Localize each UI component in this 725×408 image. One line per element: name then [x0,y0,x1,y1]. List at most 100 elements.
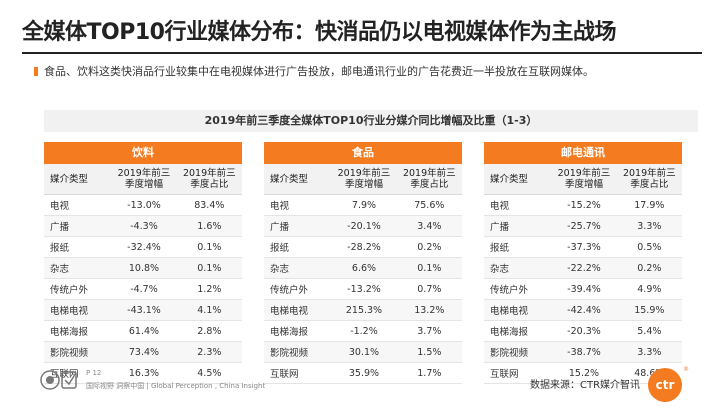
growth-cell: -32.4% [111,236,177,258]
panel-table: 媒介类型 2019年前三季度增幅 2019年前三季度占比 电视 -13.0% 83.… [44,164,242,384]
panel-table: 媒介类型 2019年前三季度增幅 2019年前三季度占比 电视 -15.2% 17.… [484,164,682,384]
share-cell: 1.2% [176,278,242,300]
growth-cell: 73.4% [111,341,177,363]
table-row: 影院视频 -38.7% 3.3% [484,341,682,363]
share-cell: 3.4% [396,215,462,237]
share-cell: 2.3% [176,341,242,363]
media-type-cell: 影院视频 [264,341,332,363]
growth-cell: -38.7% [551,341,617,363]
table-row: 电视 7.9% 75.6% [264,194,462,216]
table-row: 广播 -20.1% 3.4% [264,215,462,237]
table-row: 电梯电视 -43.1% 4.1% [44,299,242,321]
table-row: 杂志 6.6% 0.1% [264,257,462,279]
growth-cell: 15.2% [551,362,617,384]
growth-cell: -43.1% [111,299,177,321]
growth-cell: -20.1% [331,215,397,237]
footer-tagline: 国际视野 洞察中国 | Global Perception , China In… [86,382,266,390]
media-type-cell: 广播 [484,215,552,237]
growth-cell: 7.9% [331,194,397,216]
table-header-row: 媒介类型 2019年前三季度增幅 2019年前三季度占比 [44,164,242,195]
share-cell: 5.4% [616,320,682,342]
growth-cell: 10.8% [111,257,177,279]
share-cell: 0.1% [176,257,242,279]
growth-cell: -42.4% [551,299,617,321]
table-row: 广播 -4.3% 1.6% [44,215,242,237]
column-header: 媒介类型 [484,164,552,195]
growth-cell: 35.9% [331,362,397,384]
table-row: 传统户外 -39.4% 4.9% [484,278,682,300]
column-header: 媒介类型 [264,164,332,195]
table-header-row: 媒介类型 2019年前三季度增幅 2019年前三季度占比 [264,164,462,195]
table-row: 报纸 -32.4% 0.1% [44,236,242,258]
media-type-cell: 传统户外 [44,278,112,300]
table-row: 电梯海报 61.4% 2.8% [44,320,242,342]
bullet-marker [34,67,38,76]
share-cell: 0.7% [396,278,462,300]
table-row: 电梯电视 215.3% 13.2% [264,299,462,321]
share-cell: 4.5% [176,362,242,384]
media-type-cell: 报纸 [264,236,332,258]
share-cell: 3.3% [616,215,682,237]
media-type-cell: 电视 [264,194,332,216]
media-type-cell: 电梯海报 [44,320,112,342]
panel-header: 食品 [264,142,462,164]
table-row: 电梯海报 -20.3% 5.4% [484,320,682,342]
column-header: 2019年前三季度占比 [616,164,682,195]
growth-cell: -25.7% [551,215,617,237]
table-row: 电梯电视 -42.4% 15.9% [484,299,682,321]
table-row: 互联网 16.3% 4.5% [44,362,242,384]
media-type-cell: 杂志 [264,257,332,279]
growth-cell: -4.3% [111,215,177,237]
share-cell: 75.6% [396,194,462,216]
column-header: 2019年前三季度增幅 [111,164,177,195]
share-cell: 15.9% [616,299,682,321]
table-header-row: 媒介类型 2019年前三季度增幅 2019年前三季度占比 [484,164,682,195]
media-type-cell: 互联网 [44,362,112,384]
media-type-cell: 互联网 [264,362,332,384]
media-type-cell: 电梯海报 [264,320,332,342]
media-type-cell: 报纸 [44,236,112,258]
media-type-cell: 电梯电视 [484,299,552,321]
share-cell: 0.2% [616,257,682,279]
registered-mark: ® [683,366,689,373]
title-divider [22,52,702,54]
growth-cell: -15.2% [551,194,617,216]
share-cell: 3.3% [616,341,682,363]
media-type-cell: 互联网 [484,362,552,384]
media-type-cell: 广播 [264,215,332,237]
share-cell: 4.9% [616,278,682,300]
growth-cell: -39.4% [551,278,617,300]
table-row: 影院视频 30.1% 1.5% [264,341,462,363]
media-type-cell: 广播 [44,215,112,237]
share-cell: 17.9% [616,194,682,216]
share-cell: 0.2% [396,236,462,258]
panel-header: 邮电通讯 [484,142,682,164]
growth-cell: -1.2% [331,320,397,342]
share-cell: 0.1% [396,257,462,279]
table-row: 杂志 10.8% 0.1% [44,257,242,279]
share-cell: 1.6% [176,215,242,237]
media-type-cell: 影院视频 [44,341,112,363]
media-type-cell: 电梯电视 [264,299,332,321]
media-type-cell: 电梯海报 [484,320,552,342]
table-row: 广播 -25.7% 3.3% [484,215,682,237]
data-source: 数据来源：CTR媒介智讯 [530,380,641,391]
growth-cell: -20.3% [551,320,617,342]
table-row: 报纸 -28.2% 0.2% [264,236,462,258]
media-type-cell: 杂志 [44,257,112,279]
column-header: 媒介类型 [44,164,112,195]
media-type-cell: 传统户外 [264,278,332,300]
growth-cell: 6.6% [331,257,397,279]
column-header: 2019年前三季度增幅 [331,164,397,195]
bullet-text: 食品、饮料这类快消品行业较集中在电视媒体进行广告投放，邮电通讯行业的广告花费近一… [44,65,594,78]
share-cell: 0.5% [616,236,682,258]
panel-header: 饮料 [44,142,242,164]
share-cell: 4.1% [176,299,242,321]
growth-cell: -4.7% [111,278,177,300]
table-subtitle: 2019年前三季度全媒体TOP10行业分媒介同比增幅及比重（1-3） [204,114,538,127]
media-type-cell: 电视 [44,194,112,216]
subtitle-band [44,110,698,132]
column-header: 2019年前三季度增幅 [551,164,617,195]
media-type-cell: 报纸 [484,236,552,258]
page-title: 全媒体TOP10行业媒体分布：快消品仍以电视媒体作为主战场 [22,20,616,45]
